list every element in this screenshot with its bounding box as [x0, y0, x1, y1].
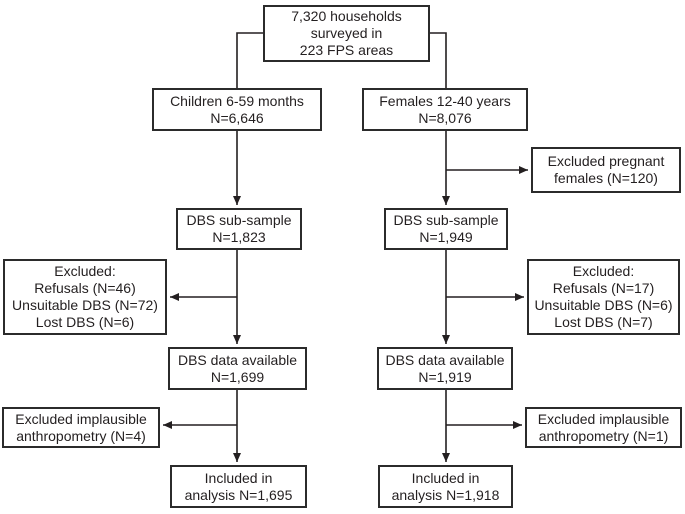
- node-text-line: 223 FPS areas: [299, 42, 394, 58]
- node-dbs-subsample-children: DBS sub-sample N=1,823: [176, 208, 302, 250]
- node-text-line: Excluded pregnant: [547, 153, 665, 169]
- node-text-line: N=6,646: [210, 109, 264, 126]
- node-text-line: 7,320 households: [291, 8, 402, 24]
- node-dbs-data-available-children: DBS data available N=1,699: [168, 347, 307, 390]
- node-excluded-anthropometry-females: Excluded implausible anthropometry (N=1): [525, 407, 682, 448]
- node-text-line: Lost DBS (N=7): [554, 314, 653, 330]
- node-text-line: Children 6-59 months: [170, 92, 304, 109]
- node-text-line: Lost DBS (N=6): [35, 314, 135, 330]
- node-text-line: Included in: [204, 469, 273, 486]
- node-text-line: analysis N=1,918: [391, 486, 500, 503]
- node-text-line: anthropometry (N=1): [538, 427, 669, 444]
- node-text-line: Unsuitable DBS (N=72): [12, 297, 158, 313]
- node-text-line: Excluded:: [54, 263, 116, 279]
- node-dbs-data-available-females: DBS data available N=1,919: [377, 347, 513, 390]
- node-text-line: anthropometry (N=4): [16, 427, 146, 444]
- node-dbs-subsample-females: DBS sub-sample N=1,949: [384, 208, 508, 250]
- connector-top-to-children: [236, 32, 263, 88]
- node-text-line: Excluded implausible: [537, 410, 670, 427]
- node-text-line: DBS sub-sample: [393, 212, 499, 228]
- node-text-line: females (N=120): [554, 170, 658, 186]
- node-text-line: Females 12-40 years: [379, 92, 511, 109]
- node-text-line: N=1,823: [212, 229, 266, 245]
- node-text-line: Unsuitable DBS (N=6): [534, 297, 673, 313]
- node-text-line: DBS data available: [177, 351, 298, 368]
- node-text-line: DBS data available: [385, 351, 505, 368]
- node-excluded-pregnant-females: Excluded pregnant females (N=120): [531, 147, 681, 193]
- node-text-line: Refusals (N=46): [34, 280, 136, 296]
- node-included-analysis-children: Included in analysis N=1,695: [170, 465, 307, 508]
- node-text-line: N=1,949: [419, 229, 473, 245]
- node-females-12-40-years: Females 12-40 years N=8,076: [362, 88, 528, 131]
- connector-top-to-females: [430, 32, 447, 88]
- node-text-line: Included in: [411, 469, 480, 486]
- node-children-6-59-months: Children 6-59 months N=6,646: [152, 88, 322, 131]
- node-text-line: Excluded implausible: [15, 410, 147, 427]
- node-text-line: analysis N=1,695: [184, 486, 293, 503]
- node-text-line: N=1,699: [210, 368, 265, 385]
- node-excluded-refusals-children: Excluded: Refusals (N=46) Unsuitable DBS…: [3, 259, 167, 335]
- node-households-surveyed: 7,320 households surveyed in 223 FPS are…: [263, 5, 430, 62]
- node-text-line: N=1,919: [418, 368, 472, 385]
- node-text-line: surveyed in: [310, 25, 383, 41]
- node-text-line: Refusals (N=17): [552, 280, 655, 296]
- node-text-line: N=8,076: [418, 109, 472, 126]
- node-excluded-refusals-females: Excluded: Refusals (N=17) Unsuitable DBS…: [527, 259, 680, 335]
- node-excluded-anthropometry-children: Excluded implausible anthropometry (N=4): [2, 407, 160, 448]
- node-included-analysis-females: Included in analysis N=1,918: [378, 465, 513, 508]
- node-text-line: DBS sub-sample: [186, 212, 292, 228]
- node-text-line: Excluded:: [572, 263, 635, 279]
